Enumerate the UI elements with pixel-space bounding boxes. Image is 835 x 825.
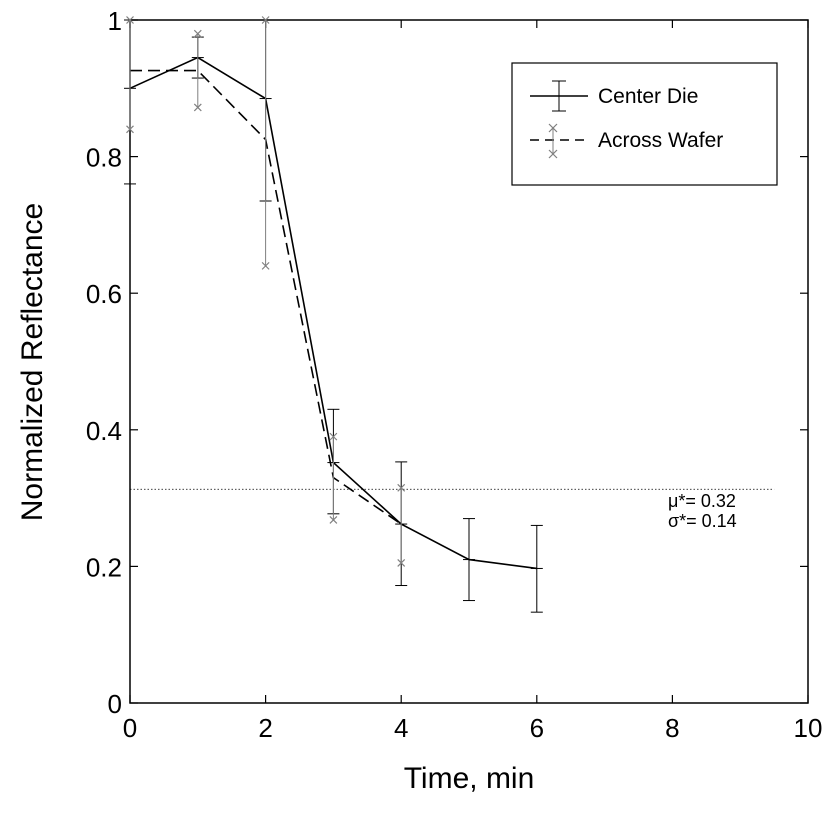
series-group [124, 16, 543, 613]
sigma-annotation: σ*= 0.14 [668, 511, 737, 531]
x-tick-label: 2 [258, 713, 272, 743]
legend-label-across-wafer: Across Wafer [598, 129, 723, 152]
x-marker [193, 103, 202, 112]
y-tick-label: 0.4 [86, 416, 122, 446]
x-marker [126, 16, 134, 24]
legend-box [511, 62, 778, 186]
x-axis-label: Time, min [404, 762, 535, 795]
plot-frame [129, 19, 809, 704]
y-tick-label: 0.2 [86, 552, 122, 582]
legend-marker-top-across-wafer [548, 123, 558, 133]
legend: Center Die Across Wafer [511, 62, 778, 186]
x-tick-label: 4 [394, 713, 408, 743]
y-tick-label: 0.6 [86, 279, 122, 309]
x-tick-label: 6 [530, 713, 544, 743]
series-center-die [124, 19, 543, 613]
x-marker [397, 559, 406, 567]
series-across-wafer [126, 16, 406, 567]
y-axis-label: Normalized Reflectance [16, 203, 49, 521]
legend-marker-bottom-across-wafer [548, 149, 558, 159]
axis-ticks: 0 2 4 6 8 10 0 0.2 0.4 0.6 0.8 1 [86, 6, 823, 743]
mu-annotation: μ*= 0.32 [668, 491, 736, 511]
y-tick-label: 0.8 [86, 143, 122, 173]
x-marker [193, 29, 202, 38]
x-marker [126, 125, 134, 134]
x-marker [261, 16, 270, 24]
x-tick-label: 8 [665, 713, 679, 743]
y-tick-label: 0 [108, 689, 122, 719]
legend-label-center-die: Center Die [598, 85, 698, 108]
x-tick-label: 0 [123, 713, 137, 743]
x-marker [261, 261, 270, 270]
x-tick-label: 10 [794, 713, 823, 743]
y-tick-label: 1 [108, 6, 122, 36]
x-marker [397, 483, 406, 492]
x-marker [329, 432, 338, 441]
x-marker [329, 516, 338, 524]
